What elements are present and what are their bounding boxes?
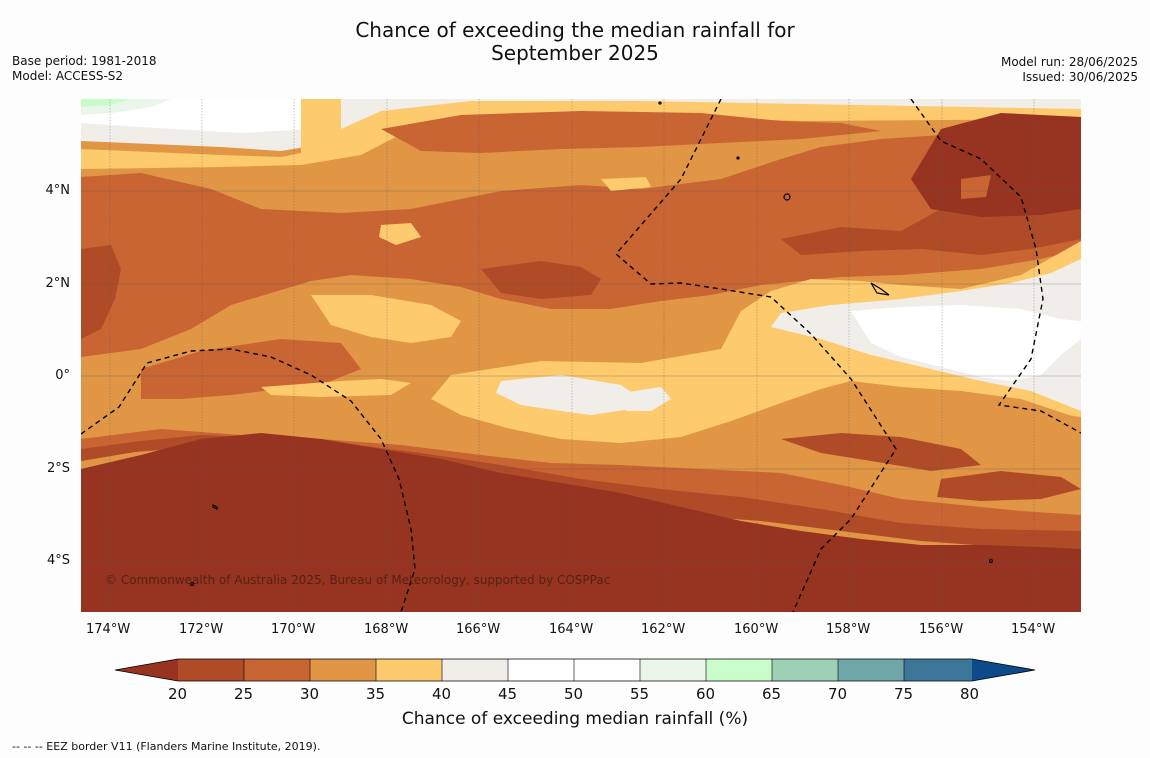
colorbar-swatch-50-55 [574,659,640,681]
colorbar-title: Chance of exceeding median rainfall (%) [401,709,749,729]
lon-label-164w: 164°W [549,622,594,637]
colorbar-swatch-55-60 [640,659,706,681]
colorbar-swatch-40-45 [442,659,508,681]
colorbar-swatch-35-40 [376,659,442,681]
region-20-25-west [81,245,121,339]
colorbar-swatch-20-25 [178,659,244,681]
colorbar-dividers [243,659,905,681]
base-period-text: Base period: 1981-2018 [12,54,157,68]
lat-label-0: 0° [55,368,70,383]
region-35-40-small-2 [601,177,651,191]
lon-label-174w: 174°W [86,622,131,637]
cb-tick-45: 45 [498,685,518,703]
region-30-35-south [81,395,1081,519]
region-40-45-central-2 [621,387,671,411]
lon-label-168w: 168°W [364,622,409,637]
cb-tick-25: 25 [234,685,254,703]
model-text: Model: ACCESS-S2 [12,69,124,83]
region-20-25-south-east [781,433,981,471]
region-25-30-blob-ne [961,175,991,199]
colorbar-over-arrow [972,659,1035,681]
cb-tick-20: 20 [168,685,188,703]
cb-tick-70: 70 [828,685,848,703]
colorbar-swatch-75-80 [904,659,972,681]
cb-tick-65: 65 [762,685,782,703]
rainfall-probability-map: © Commonwealth of Australia 2025, Bureau… [81,99,1081,612]
region-45-55-east [851,305,1081,381]
cb-tick-50: 50 [564,685,584,703]
lon-label-170w: 170°W [271,622,316,637]
region-25-30-north [381,111,881,153]
cb-tick-40: 40 [432,685,452,703]
colorbar-outline [114,658,1036,682]
meta-left: Base period: 1981-2018 Model: ACCESS-S2 [12,54,157,84]
region-25-30-central [81,129,1081,357]
colorbar-swatch-25-30 [244,659,310,681]
lon-label-158w: 158°W [826,622,871,637]
region-40-45-central [496,375,641,415]
lat-label-2s: 2°S [46,461,70,476]
lat-label-2n: 2°N [45,276,71,291]
lon-label-154w: 154°W [1011,622,1056,637]
colorbar-swatch-70-75 [838,659,904,681]
colorbar-swatch-45-50 [508,659,574,681]
colorbar-swatch-60-65 [706,659,772,681]
colorbar-under-arrow [115,659,178,681]
lon-label-156w: 156°W [919,622,964,637]
title-line-1: Chance of exceeding the median rainfall … [355,18,795,42]
lon-label-166w: 166°W [456,622,501,637]
cb-tick-30: 30 [300,685,320,703]
eez-borders [81,99,1081,612]
eez-footnote: -- -- -- EEZ border V11 (Flanders Marine… [12,740,321,753]
lon-label-160w: 160°W [734,622,779,637]
region-under-20-south [81,433,1081,612]
title-line-2: September 2025 [491,41,659,65]
issued-text: Issued: 30/06/2025 [1022,70,1138,84]
islands [189,101,994,587]
region-20-25-south-east-2 [937,471,1081,501]
lat-label-4s: 4°S [46,553,70,568]
region-35-40-mid-west [311,295,461,343]
lon-label-172w: 172°W [179,622,224,637]
cb-tick-80: 80 [960,685,980,703]
cb-tick-35: 35 [366,685,386,703]
colorbar-swatch-65-70 [772,659,838,681]
cb-tick-55: 55 [630,685,650,703]
model-run-text: Model run: 28/06/2025 [1000,55,1138,69]
region-35-40-small-3 [261,379,411,397]
meta-right: Model run: 28/06/2025 Issued: 30/06/2025 [1001,55,1138,85]
region-35-40-north-2 [301,99,341,153]
map-title: Chance of exceeding the median rainfall … [0,19,1150,65]
lat-label-4n: 4°N [45,183,71,198]
colorbar [114,658,1036,682]
cb-tick-75: 75 [894,685,914,703]
region-60-65-north [81,99,131,107]
region-20-25-central [481,261,601,299]
copyright-text: © Commonwealth of Australia 2025, Bureau… [105,573,610,587]
cb-tick-60: 60 [696,685,716,703]
graticule [81,99,1081,612]
lon-label-162w: 162°W [641,622,686,637]
colorbar-swatch-30-35 [310,659,376,681]
region-35-40-small-1 [379,223,421,245]
